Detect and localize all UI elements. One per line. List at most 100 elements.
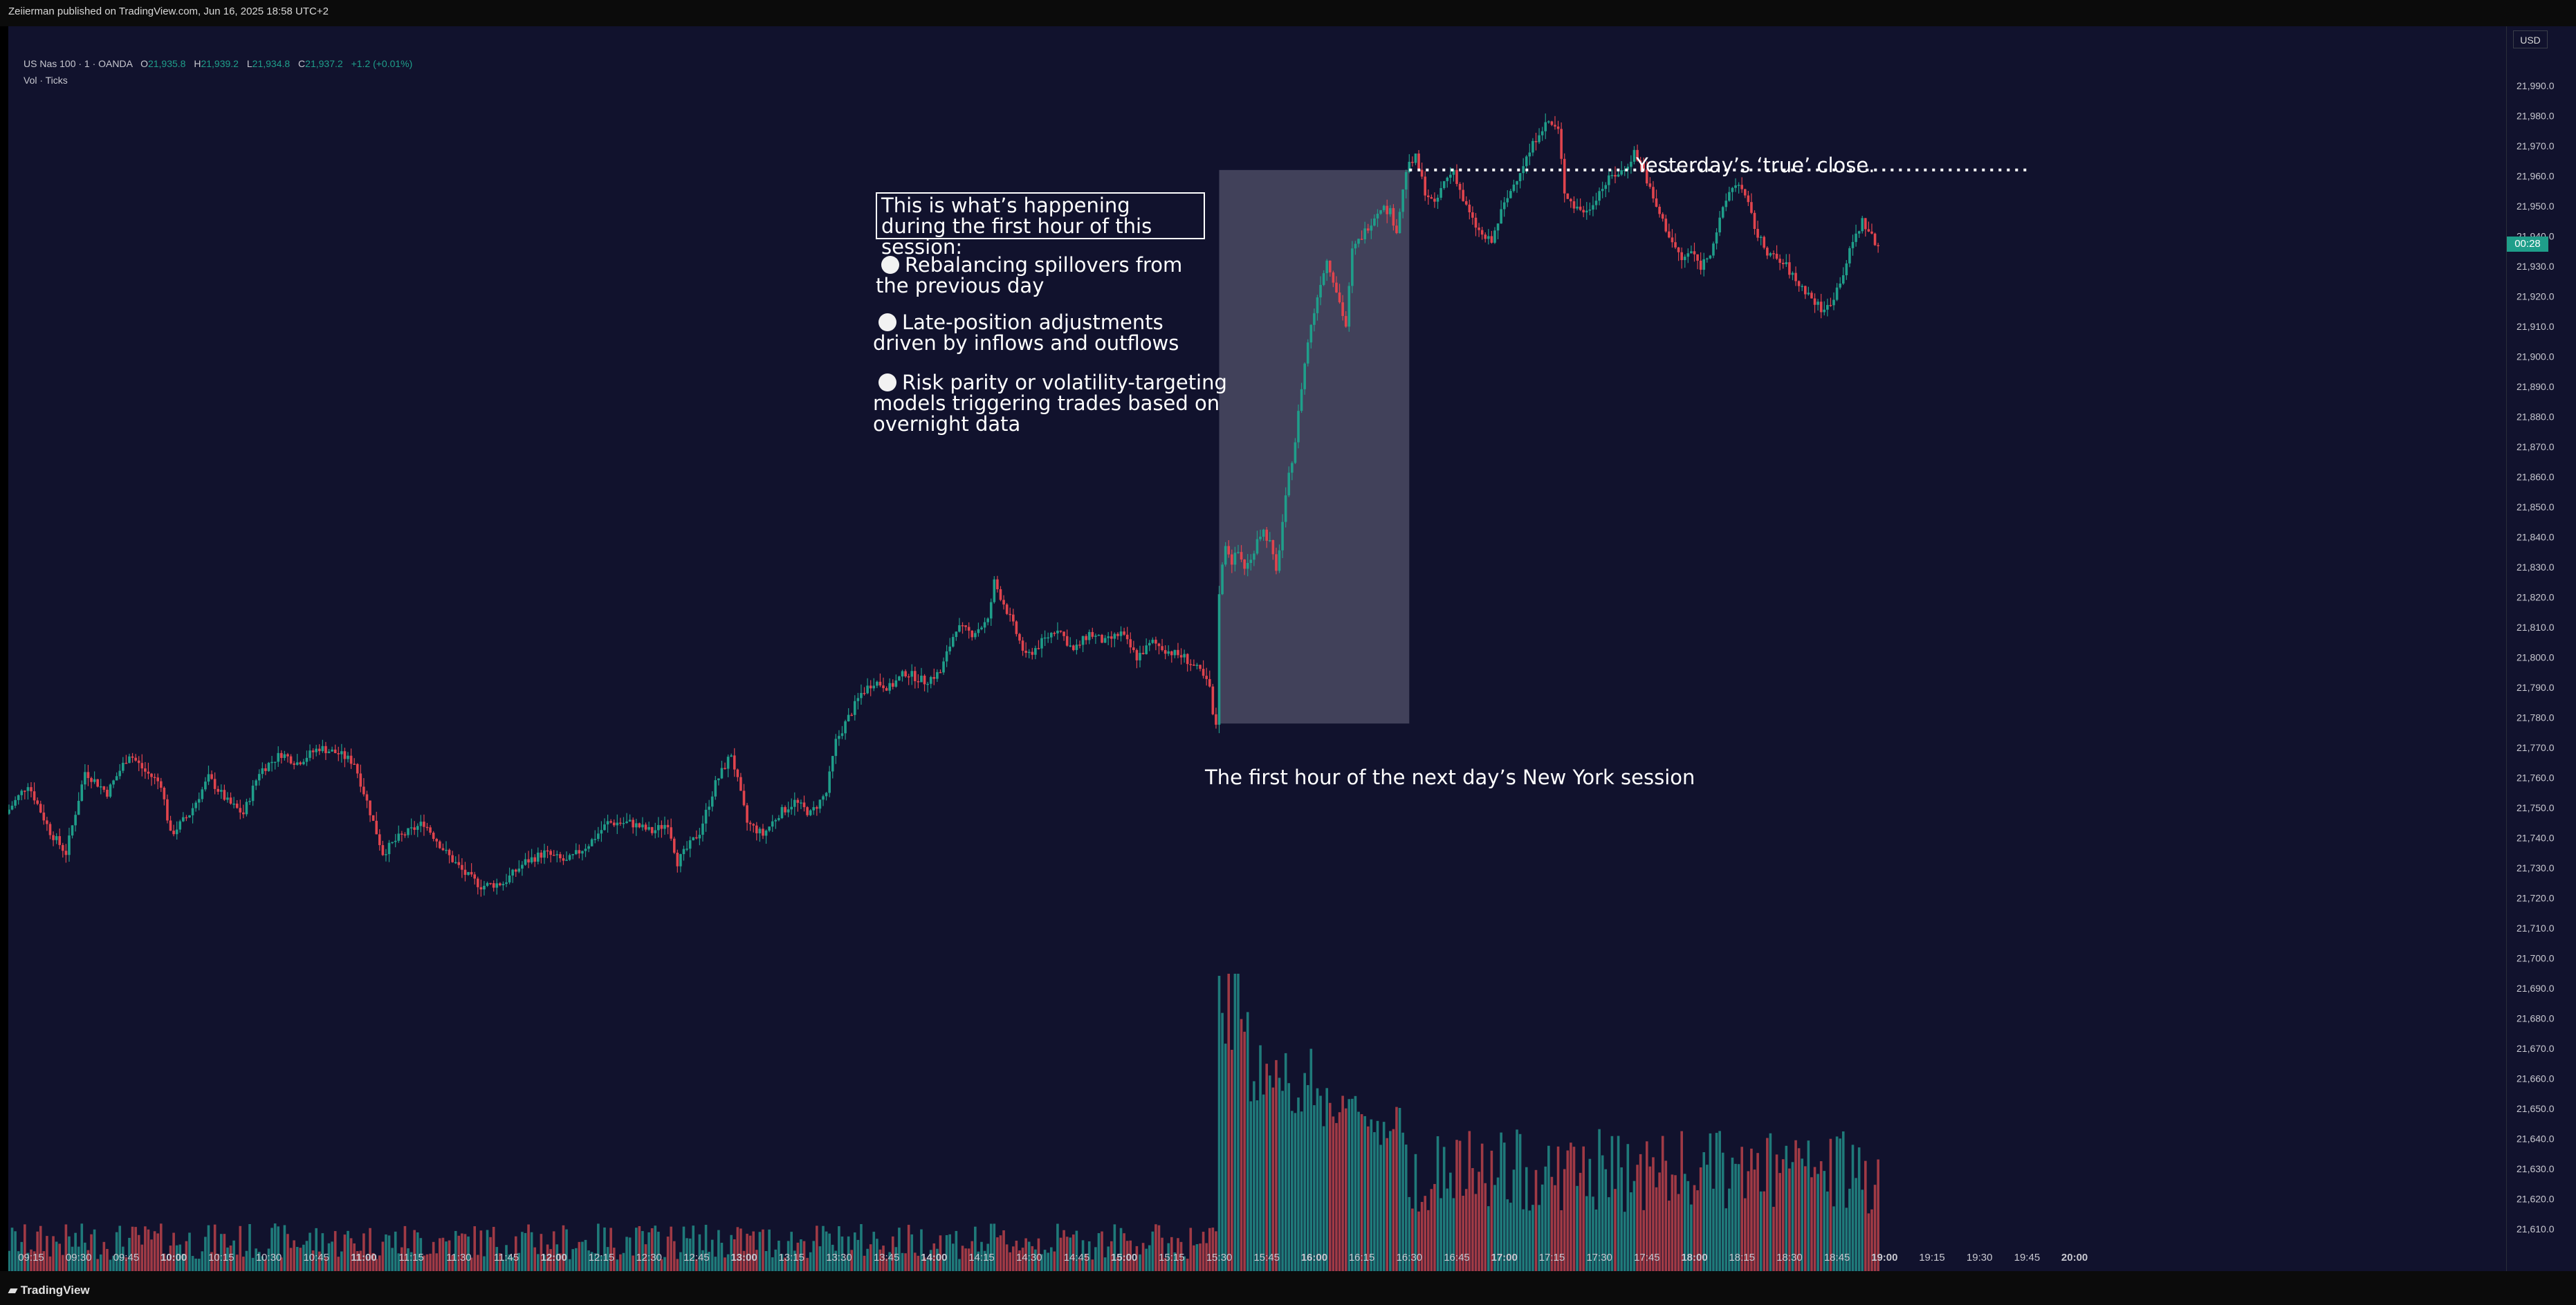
volume-bar [1294,1113,1297,1271]
chart-panel[interactable]: 09:15 09:30 09:45 10:00 10:15 10:30 10:45 11:00… [8,26,2506,1271]
tradingview-logo[interactable]: ▰ TradingView [8,1284,90,1297]
candle-body [204,781,207,790]
volume-bar [1177,1238,1179,1271]
volume-bar [1724,1208,1728,1271]
candle-body [1826,304,1829,310]
volume-bar [1221,1012,1224,1271]
candle-body [856,698,860,701]
candle-body [1867,229,1870,232]
candle-body [1424,176,1426,196]
candle-body [1674,242,1677,248]
time-tick-label: 12:30 [636,1252,662,1264]
volume-bar [1769,1133,1772,1271]
candle-body [793,799,796,807]
time-tick-label: 14:15 [968,1252,995,1264]
volume-bar [1439,1198,1442,1271]
volume-bar [1195,1244,1199,1271]
volume-bar [1193,1245,1195,1271]
volume-bar [58,1243,62,1271]
volume-bar [1395,1107,1398,1271]
candle-body [58,836,62,845]
volume-bar [517,1252,521,1271]
candle-body [1471,212,1474,218]
time-tick-label: 15:45 [1253,1252,1280,1264]
candle-body [435,838,439,842]
volume-bar [1354,1095,1357,1271]
volume-bar [1249,1101,1253,1271]
candle-body [223,790,226,800]
candle-body [628,820,632,822]
candle-body [996,579,999,590]
candle-body [1145,645,1148,654]
candle-body [1325,260,1329,274]
candle-body [752,824,755,826]
price-tick-label: 21,860.0 [2517,472,2555,483]
candle-body [74,815,77,826]
candle-body [1857,231,1861,234]
volume-bar [1408,1196,1411,1271]
candle-body [1370,225,1373,231]
volume-bar [1801,1158,1804,1271]
candle-body [1259,537,1262,539]
candle-body [349,755,353,764]
volume-bar [869,1244,872,1271]
volume-legend[interactable]: Vol · Ticks [24,75,68,86]
time-tick-label: 10:45 [303,1252,329,1264]
candle-body [311,750,315,752]
price-tick-label: 21,620.0 [2517,1194,2555,1205]
annotation-bullet-3: Risk parity or volatility-targeting mode… [873,372,1233,434]
candle-body [8,809,10,814]
volume-bar [1623,1212,1626,1271]
currency-button[interactable]: USD [2513,30,2548,48]
candle-body [1630,161,1632,167]
candle-body [1753,212,1756,230]
volume-bar [1303,1073,1306,1271]
candle-body [1604,185,1608,189]
chart-canvas[interactable]: 09:15 09:30 09:45 10:00 10:15 10:30 10:45 11:00… [8,26,2506,1271]
volume-bar [1091,1259,1094,1271]
candle-body [220,790,223,792]
candle-body [1154,640,1157,644]
volume-bar [270,1228,273,1271]
volume-bar [1674,1175,1677,1271]
volume-bar [1480,1143,1484,1271]
candle-body [457,862,461,865]
volume-bar [543,1255,546,1271]
volume-bar [1360,1114,1363,1271]
candle-body [1047,637,1049,639]
volume-bar [907,1225,910,1271]
candle-body [1540,131,1544,136]
symbol-name[interactable]: US Nas 100 · 1 · OANDA [24,58,133,69]
time-tick-label: 11:30 [446,1252,471,1264]
price-axis[interactable]: 21,610.0 21,620.0 21,630.0 21,640.0 21,650.0… [2506,26,2576,1271]
volume-bar [1141,1243,1145,1271]
candle-body [1652,187,1655,198]
candle-body [1570,198,1572,202]
volume-bar [1208,1228,1211,1271]
candle-body [1113,633,1116,639]
volume-bar [856,1239,860,1271]
volume-bar [439,1238,441,1271]
volume-bar [1018,1250,1021,1271]
candle-body [1436,197,1439,202]
volume-bar [1265,1064,1268,1271]
volume-bar [1496,1177,1500,1271]
candle-body [1845,263,1848,275]
volume-bar [1474,1194,1478,1271]
volume-bar [1759,1191,1763,1271]
candle-body [1731,187,1734,192]
volume-bar [1652,1157,1655,1271]
candle-body [1227,546,1231,555]
candle-body [257,774,261,781]
volume-bar [1449,1172,1452,1271]
candle-body [1075,645,1078,650]
annotation-bullet-1: Rebalancing spillovers from the previous… [876,254,1222,296]
volume-bar [1414,1154,1417,1271]
volume-bar [1788,1168,1791,1271]
candle-body [26,787,30,791]
candle-body [333,749,337,753]
volume-bar [343,1234,347,1271]
candle-body [10,806,14,810]
volume-bar [1699,1167,1702,1271]
volume-bar [489,1237,492,1271]
